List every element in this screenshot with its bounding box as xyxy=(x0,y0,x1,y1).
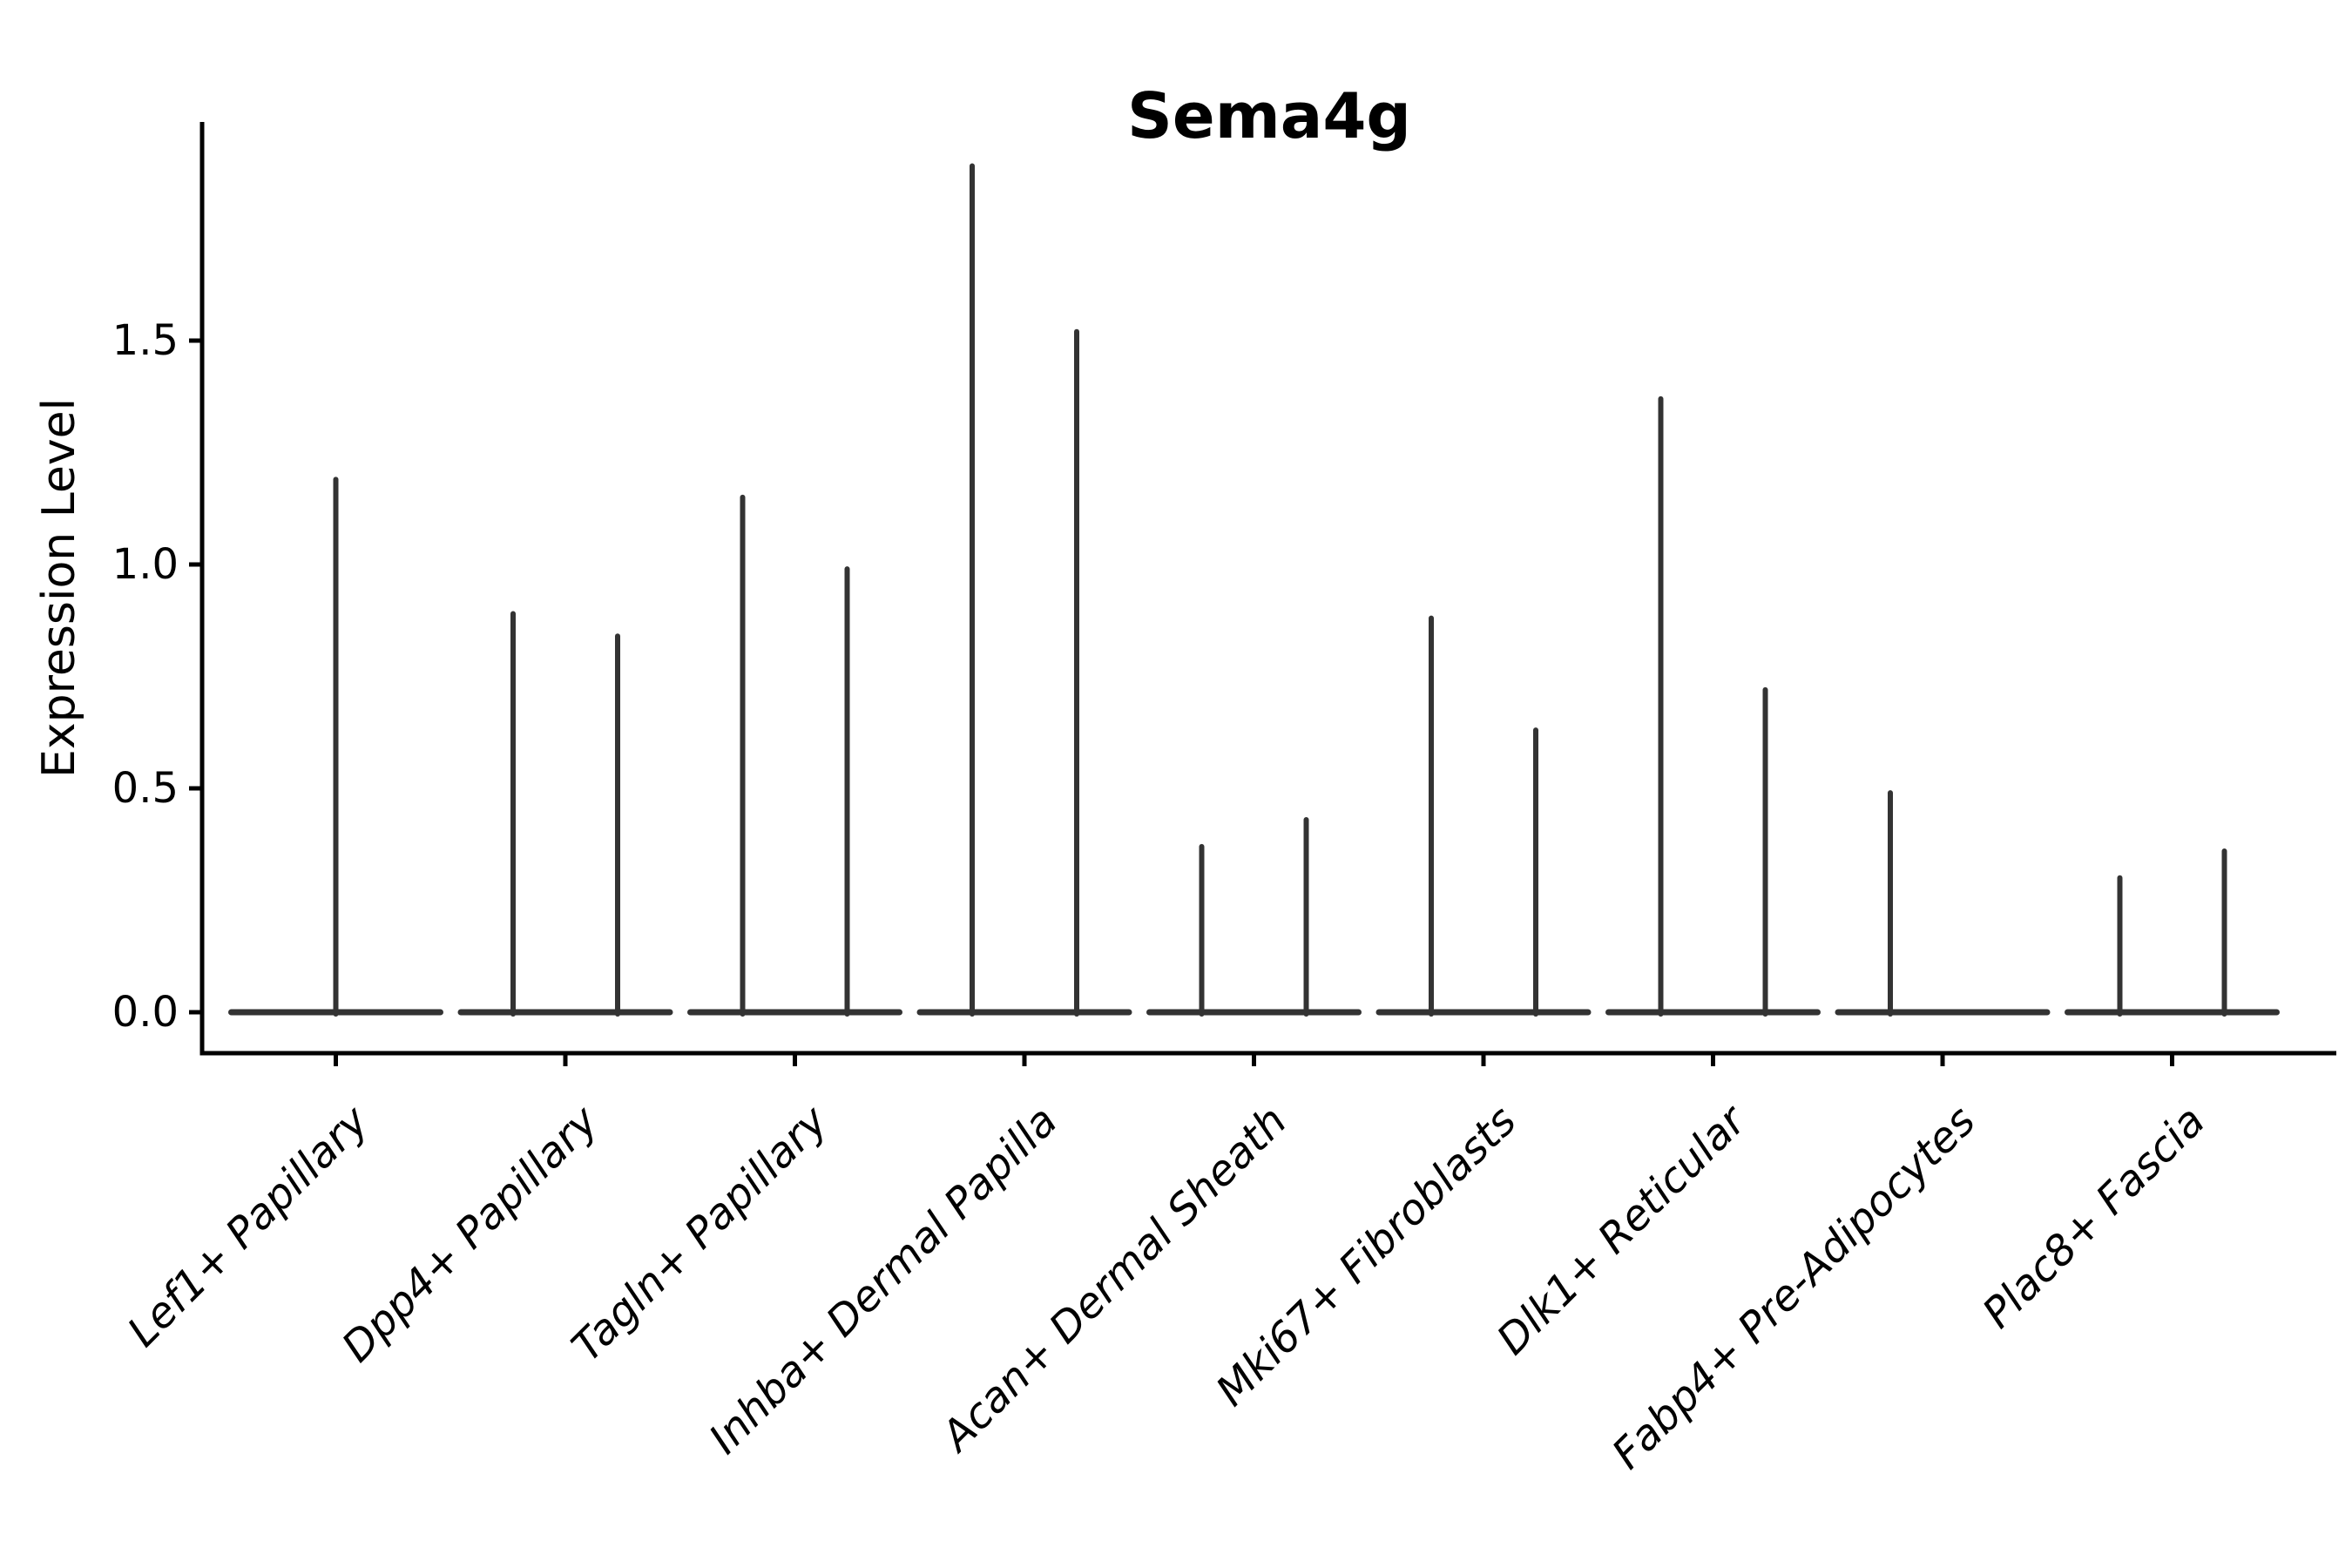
chart-title: Sema4g xyxy=(1127,79,1411,152)
x-tick-label: Lef1+ Papillary xyxy=(118,1096,379,1356)
x-tick-label: Dpp4+ Papillary xyxy=(333,1096,608,1371)
x-tick-label: Dlk1+ Reticular xyxy=(1488,1095,1758,1365)
y-axis-ticks: 0.0 0.5 1.0 1.5 xyxy=(112,316,202,1037)
y-tick-label: 0.0 xyxy=(112,988,179,1037)
x-tick-label: Fabp4+ Pre-Adipocytes xyxy=(1603,1097,1985,1479)
violins-group xyxy=(228,163,2280,1017)
y-tick-label: 0.5 xyxy=(112,764,179,813)
y-tick-label: 1.5 xyxy=(112,316,179,365)
x-tick-label: Plac8+ Fascia xyxy=(1973,1097,2214,1338)
x-tick-label: Tagln+ Papillary xyxy=(563,1096,838,1371)
y-tick-label: 1.0 xyxy=(112,540,179,589)
y-axis-label: Expression Level xyxy=(33,398,85,778)
